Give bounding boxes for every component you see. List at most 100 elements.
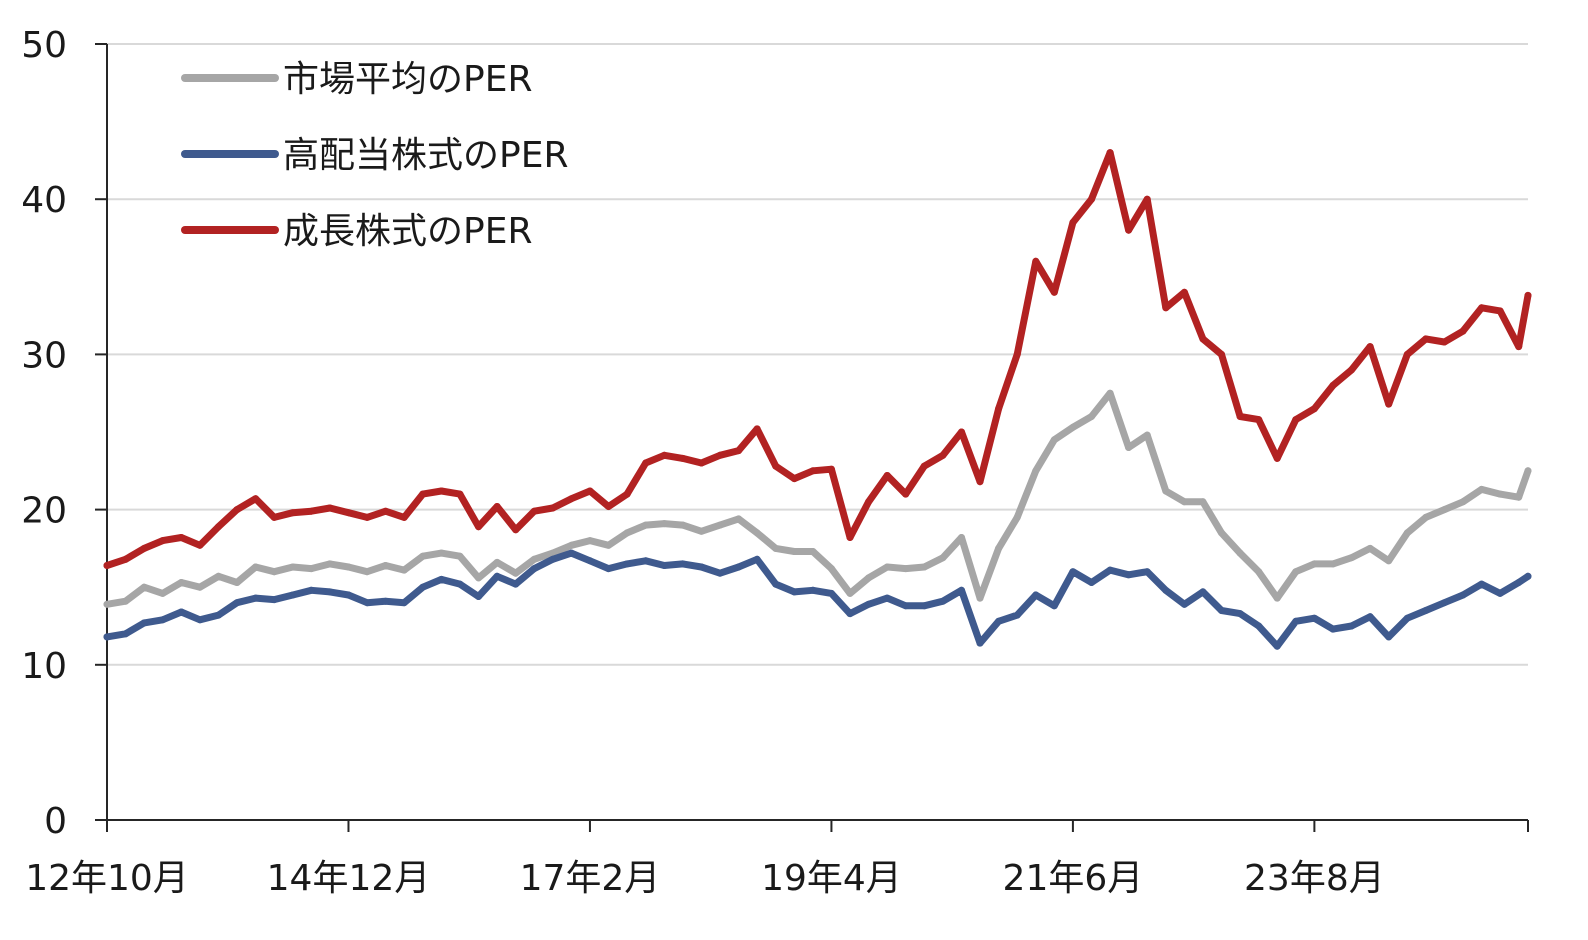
data-point [660,451,668,459]
data-point [159,589,167,597]
data-point [475,593,482,600]
data-point [753,529,761,537]
series-lines [103,149,1532,650]
data-point [605,565,612,573]
data-point [790,475,798,483]
data-point [958,586,965,594]
data-point [716,451,724,459]
data-point [177,608,185,616]
data-point [865,574,873,582]
data-point [140,619,148,627]
data-point [1050,288,1058,296]
data-point [1440,506,1448,514]
data-point [215,611,222,619]
data-point [549,549,557,557]
data-point [809,586,817,594]
data-point [1524,572,1532,580]
data-point [846,589,854,597]
data-point [215,523,222,531]
data-point [995,405,1003,413]
data-point [939,451,947,459]
data-point [772,462,780,470]
data-point [1255,622,1263,630]
data-point [122,597,130,605]
data-point [140,544,148,552]
data-point [196,541,204,549]
data-point [976,594,984,602]
data-point [567,541,575,549]
data-point [307,507,315,515]
data-point [400,513,408,521]
data-point [1013,611,1021,619]
data-point [1292,416,1300,424]
data-point [1329,625,1337,633]
data-point [1013,513,1021,521]
data-point [865,600,873,608]
data-point [735,563,743,571]
legend-label-2: 成長株式のPER [283,211,532,252]
data-point [1088,413,1095,420]
data-point [530,555,538,563]
data-point [530,565,538,573]
legend-label-0: 市場平均のPER [283,59,532,100]
data-point [642,557,650,565]
y-axis-ticks: 0 10 20 30 40 50 [21,25,107,842]
data-point [623,490,631,498]
data-point [1199,588,1207,596]
data-point [512,569,520,577]
data-point [289,563,297,571]
data-point [1385,633,1393,641]
data-point [456,552,464,560]
data-point [1032,591,1040,599]
data-point [1180,498,1188,506]
data-point [382,562,390,569]
data-point [289,591,297,599]
data-point [567,495,575,503]
data-point [920,602,928,610]
data-point [549,504,557,512]
data-point [1496,490,1504,498]
data-point [1385,557,1393,565]
data-point [883,594,891,602]
data-point [1310,614,1318,622]
data-point [1310,405,1318,413]
data-point [1218,350,1225,358]
data-point [772,544,780,552]
data-point [790,548,798,555]
data-point [995,544,1003,552]
y-tick-label: 40 [21,180,67,221]
data-point [642,521,650,529]
data-point [363,599,371,607]
data-point [1143,568,1151,576]
data-point [1366,343,1374,351]
data-point [1422,607,1430,614]
data-point [1255,568,1263,576]
data-point [846,534,854,541]
data-point [1125,571,1133,579]
data-point [270,596,278,604]
data-point [1032,257,1040,265]
data-point [827,465,835,473]
data-point [1524,467,1532,475]
data-point [772,580,780,588]
data-point [1106,566,1114,574]
x-tick-label: 21年6月 [1003,858,1144,899]
data-point [1273,594,1281,602]
data-point [1273,454,1281,462]
series-points-1 [103,549,1532,650]
data-point [1143,431,1151,439]
data-point [1255,416,1263,424]
data-point [883,472,891,479]
data-point [1310,560,1318,568]
data-point [289,509,297,517]
data-point [159,537,167,545]
data-point [902,565,910,573]
data-point [623,560,631,568]
data-point [920,563,928,571]
data-point [883,563,891,571]
data-point [1422,513,1430,521]
data-point [270,568,278,576]
data-point [252,495,260,503]
data-point [939,554,947,562]
